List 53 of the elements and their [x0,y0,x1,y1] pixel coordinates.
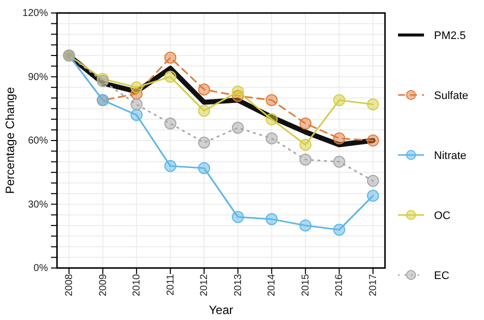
y-tick-label: 120% [22,8,48,20]
point [299,118,312,130]
point [367,98,379,110]
legend-label: EC [434,270,450,282]
point [232,211,244,223]
point [333,94,346,106]
point [333,224,346,236]
point [266,94,278,106]
point [164,52,176,64]
y-tick-label: 0% [34,263,48,274]
point [198,104,210,117]
y-tick-label: 60% [28,136,48,147]
point [299,138,312,151]
point [198,162,210,174]
point [367,190,379,202]
x-tick-label: 2013 [232,274,244,296]
y-axis-title: Percentage Change [3,86,17,194]
x-tick-label: 2015 [300,274,312,296]
x-tick-label: 2008 [64,274,75,296]
x-tick-label: 2012 [199,274,210,296]
legend-label: OC [434,210,451,222]
y-tick-label: 30% [28,199,48,210]
point [367,174,379,187]
point [232,122,244,134]
legend-label: Sulfate [434,90,468,102]
point [130,98,143,110]
point [333,132,346,144]
point [164,160,176,172]
point [266,113,278,126]
point [164,118,176,130]
point [232,86,244,98]
point [266,132,278,144]
y-tick-label: 90% [28,72,48,83]
x-tick-label: 2017 [368,274,379,296]
point [198,136,210,149]
point [164,70,176,83]
point [130,109,143,121]
legend-label: Nitrate [434,150,466,162]
point [130,81,143,94]
point [198,84,210,96]
x-tick-label: 2009 [98,274,109,296]
legend-label: PM2.5 [434,30,466,42]
point [333,156,346,168]
point [299,220,312,232]
point [266,213,278,226]
x-tick-label: 2011 [165,274,176,296]
x-tick-label: 2010 [132,274,143,296]
x-axis-title: Year [208,303,234,317]
point [96,75,109,87]
point [367,134,379,146]
point [299,154,312,166]
x-tick-label: 2014 [266,274,278,296]
x-tick-label: 2016 [334,274,346,296]
